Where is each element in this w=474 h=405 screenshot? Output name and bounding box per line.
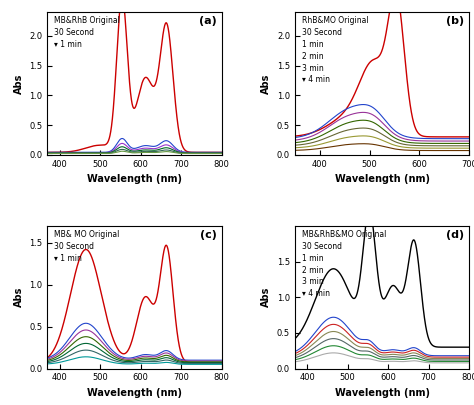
Text: MB&RhB Original
30 Second
▾ 1 min: MB&RhB Original 30 Second ▾ 1 min <box>55 17 120 49</box>
Y-axis label: Abs: Abs <box>14 73 24 94</box>
Text: RhB&MO Original
30 Second
1 min
2 min
3 min
▾ 4 min: RhB&MO Original 30 Second 1 min 2 min 3 … <box>302 17 369 84</box>
Text: (b): (b) <box>446 17 464 26</box>
Y-axis label: Abs: Abs <box>14 287 24 307</box>
Text: (c): (c) <box>200 230 217 240</box>
Text: (a): (a) <box>199 17 217 26</box>
X-axis label: Wavelength (nm): Wavelength (nm) <box>335 174 429 184</box>
Text: MB&RhB&MO Original
30 Second
1 min
2 min
3 min
▾ 4 min: MB&RhB&MO Original 30 Second 1 min 2 min… <box>302 230 386 298</box>
Text: (d): (d) <box>446 230 464 240</box>
Y-axis label: Abs: Abs <box>261 287 272 307</box>
X-axis label: Wavelength (nm): Wavelength (nm) <box>87 174 182 184</box>
X-axis label: Wavelength (nm): Wavelength (nm) <box>335 388 429 398</box>
Y-axis label: Abs: Abs <box>261 73 272 94</box>
X-axis label: Wavelength (nm): Wavelength (nm) <box>87 388 182 398</box>
Text: MB& MO Original
30 Second
▾ 1 min: MB& MO Original 30 Second ▾ 1 min <box>55 230 120 263</box>
